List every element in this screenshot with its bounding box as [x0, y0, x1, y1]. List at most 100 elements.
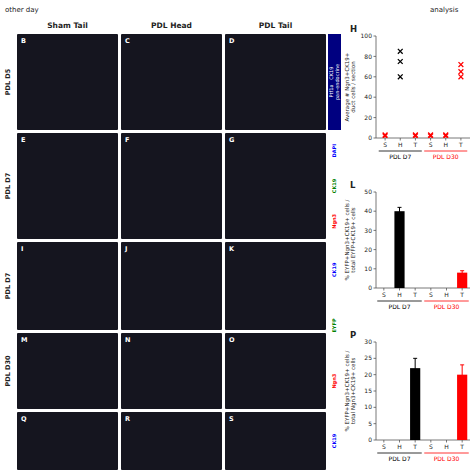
text-line: 100 — [361, 32, 373, 39]
text-line: D — [229, 37, 235, 45]
text-line: T — [459, 291, 464, 298]
column-header: PDL Tail — [259, 21, 292, 30]
image-panel — [17, 133, 118, 239]
text-line: PDL D30 — [434, 455, 460, 462]
chart-title: P — [350, 330, 356, 340]
text-line: K — [229, 245, 235, 253]
x-tick-label: T — [412, 443, 417, 450]
x-tick-label: S — [382, 291, 386, 298]
scatter-point — [459, 69, 464, 74]
side-label: Ngn3 — [331, 373, 338, 388]
header-text: analysis — [430, 6, 459, 14]
x-tick-label: S — [429, 141, 433, 148]
y-tick-label: 40 — [364, 93, 372, 100]
text-line: 40 — [364, 93, 372, 100]
bar — [394, 211, 404, 288]
group-underline — [424, 151, 467, 152]
y-tick-label: 20 — [364, 114, 372, 121]
image-panel — [17, 242, 118, 330]
error-bar-cap — [398, 215, 402, 216]
error-bar-stem — [462, 365, 463, 385]
text-line: CK19 — [331, 262, 337, 277]
text-line: PDL D7 — [389, 303, 411, 310]
text-line: R — [125, 415, 130, 423]
text-line: 20 — [364, 114, 372, 121]
bar — [410, 288, 420, 289]
text-line: PDL D30 — [434, 303, 460, 310]
y-tick-label: 0 — [368, 134, 372, 141]
chart-title: L — [350, 180, 356, 190]
text-line: T — [458, 141, 463, 148]
x-tick-label: T — [459, 291, 464, 298]
y-tick — [374, 138, 377, 139]
panel-letter: O — [229, 336, 235, 344]
text-line: other day — [5, 6, 39, 14]
text-line: G — [229, 136, 234, 144]
scatter-point — [459, 62, 464, 67]
text-line: H — [444, 291, 449, 298]
bar — [379, 440, 389, 441]
x-tick-label: T — [412, 291, 417, 298]
panel-letter: Q — [21, 415, 27, 423]
group-label: PDL D30 — [434, 455, 460, 462]
text-line: Sham Tail — [47, 21, 88, 30]
text-line: PDL D7 — [389, 455, 411, 462]
x-tick-label: H — [444, 443, 449, 450]
text-line: J — [124, 245, 127, 253]
text-line: H — [350, 24, 357, 34]
text-line: PDL D7 — [389, 153, 411, 160]
image-panel — [17, 333, 118, 409]
text-line: H — [444, 443, 449, 450]
bar — [379, 288, 389, 289]
group-label: PDL D30 — [433, 153, 459, 160]
scatter-point — [383, 133, 388, 138]
text-line: duct cells / section — [350, 61, 356, 113]
image-panel — [225, 242, 326, 330]
error-bar — [413, 358, 417, 378]
text-line: S — [229, 415, 234, 423]
y-tick — [374, 374, 377, 375]
text-line: S — [382, 443, 386, 450]
image-panel — [121, 412, 222, 470]
text-line: 20 — [364, 371, 372, 378]
error-bar-stem — [415, 358, 416, 378]
text-line: T — [412, 291, 417, 298]
chart-title: H — [350, 24, 357, 34]
text-line: 25 — [364, 354, 372, 361]
error-bar — [460, 271, 464, 275]
y-tick-label: 30 — [364, 227, 372, 234]
text-line: H — [398, 141, 403, 148]
text-line: M — [21, 336, 27, 344]
text-line: 30 — [364, 338, 372, 345]
y-tick-label: 100 — [361, 32, 373, 39]
error-bar-cap — [460, 364, 464, 365]
bar — [410, 368, 420, 440]
y-tick — [374, 342, 377, 343]
image-panel — [121, 34, 222, 130]
panel-letter: E — [21, 136, 25, 144]
x-tick-label: S — [429, 291, 433, 298]
text-line: S — [429, 443, 433, 450]
y-tick — [374, 440, 377, 441]
text-line: pan-endocrine — [334, 64, 341, 100]
column-header: Sham Tail — [47, 21, 88, 30]
panel-letter: B — [21, 37, 26, 45]
text-line: 0 — [368, 284, 372, 291]
y-tick — [374, 211, 377, 212]
bar — [394, 440, 404, 441]
error-bar-cap — [460, 384, 464, 385]
error-bar — [460, 365, 464, 385]
text-line: O — [229, 336, 235, 344]
y-tick — [374, 407, 377, 408]
panel-letter: N — [125, 336, 130, 344]
y-axis-line — [376, 36, 377, 138]
panel-letter: G — [229, 136, 234, 144]
x-axis-line — [376, 440, 470, 441]
text-line: 5 — [368, 420, 372, 427]
group-underline — [377, 453, 421, 454]
y-tick-label: 5 — [368, 420, 372, 427]
error-bar-cap — [460, 270, 464, 271]
text-line: T — [459, 443, 464, 450]
scatter-point — [398, 74, 403, 79]
text-line: 10 — [364, 265, 372, 272]
